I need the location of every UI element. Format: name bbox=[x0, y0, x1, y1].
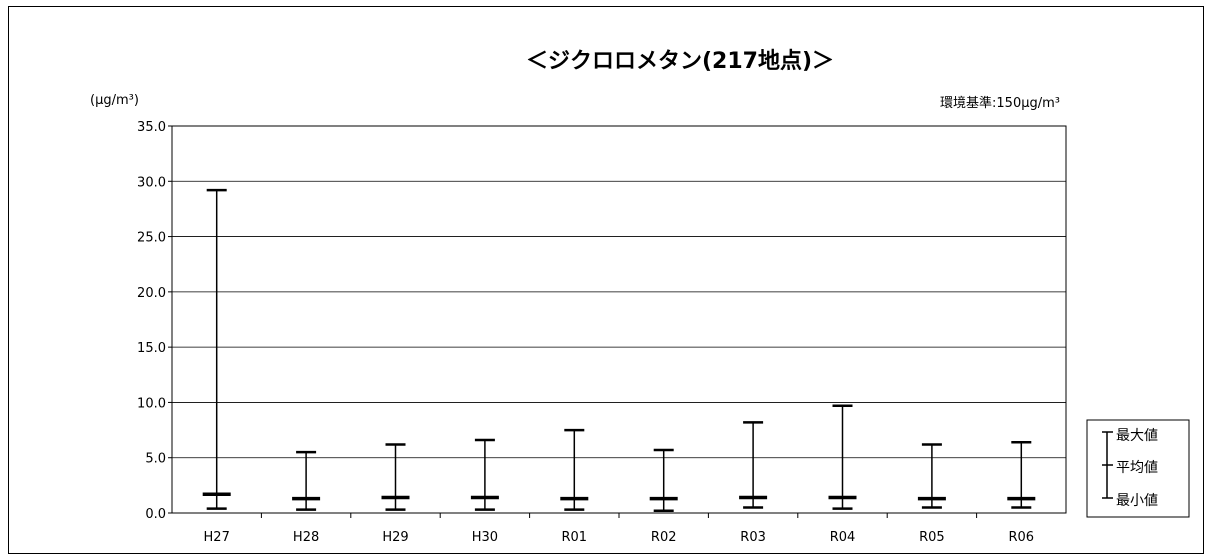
x-tick-label: H28 bbox=[293, 530, 319, 545]
y-tick-label: 20.0 bbox=[137, 286, 166, 301]
x-tick-label: R04 bbox=[830, 530, 856, 545]
x-tick-label: H30 bbox=[472, 530, 498, 545]
x-tick-label: R03 bbox=[740, 530, 766, 545]
legend-box bbox=[1086, 419, 1190, 518]
y-tick-label: 30.0 bbox=[137, 175, 166, 190]
legend-item-max: 最大値 bbox=[1116, 428, 1158, 444]
y-axis-ticks: 0.0 5.0 10.0 15.0 20.0 25.0 30.0 35.0 bbox=[137, 120, 172, 522]
legend-item-min: 最小値 bbox=[1116, 493, 1158, 509]
x-tick-label: R02 bbox=[651, 530, 677, 545]
legend-item-mean: 平均値 bbox=[1116, 460, 1158, 476]
gridlines bbox=[172, 125, 1066, 459]
legend: 最大値 平均値 最小値 bbox=[1086, 419, 1190, 518]
x-axis-ticks: H27 H28 H29 H30 R01 R02 R03 R04 R05 R06 bbox=[204, 513, 1035, 545]
x-tick-label: R05 bbox=[919, 530, 945, 545]
x-tick-label: R06 bbox=[1009, 530, 1035, 545]
chart-title: ＜ジクロロメタン(217地点)＞ bbox=[526, 48, 834, 74]
x-tick-label: H29 bbox=[382, 530, 408, 545]
y-tick-label: 5.0 bbox=[145, 452, 166, 467]
x-tick-label: R01 bbox=[562, 530, 588, 545]
y-tick-label: 0.0 bbox=[145, 507, 166, 522]
chart-frame bbox=[8, 6, 1204, 554]
x-tick-label: H27 bbox=[204, 530, 230, 545]
y-tick-label: 35.0 bbox=[137, 120, 166, 135]
data-marks bbox=[202, 188, 1036, 513]
y-tick-label: 10.0 bbox=[137, 396, 166, 411]
y-tick-label: 15.0 bbox=[137, 341, 166, 356]
environmental-standard-note: 環境基準:150μg/m³ bbox=[940, 95, 1060, 111]
y-axis-unit: (μg/m³) bbox=[90, 93, 139, 108]
y-tick-label: 25.0 bbox=[137, 231, 166, 246]
